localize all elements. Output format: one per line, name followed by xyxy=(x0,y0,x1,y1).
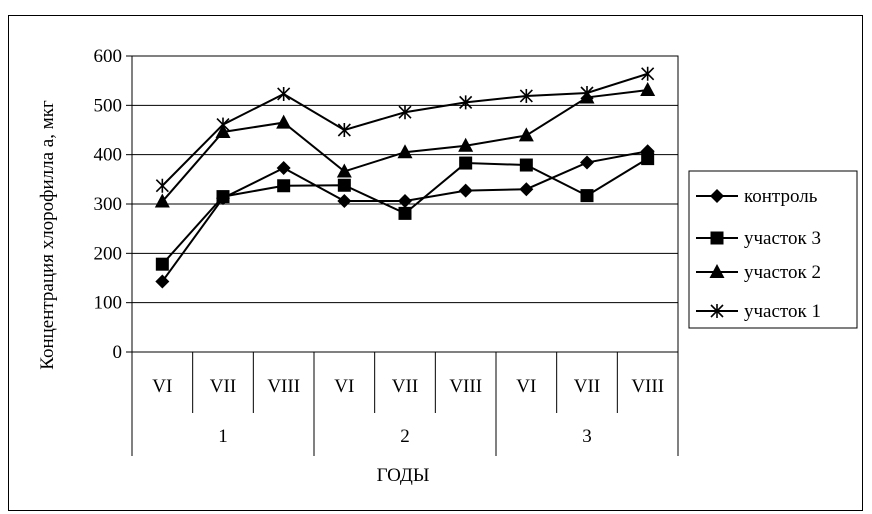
data-point xyxy=(155,257,169,271)
data-point xyxy=(154,193,170,208)
series-diamond xyxy=(155,144,655,289)
legend-label: участок 1 xyxy=(744,301,821,322)
data-point xyxy=(336,163,352,178)
legend-label: контроль xyxy=(744,186,818,207)
legend-marker xyxy=(710,189,724,203)
y-tick-label: 100 xyxy=(94,293,123,314)
y-tick-label: 200 xyxy=(94,243,123,264)
y-tick-label: 400 xyxy=(94,145,123,166)
legend-marker xyxy=(710,304,724,318)
data-point xyxy=(518,127,534,142)
data-point xyxy=(337,123,351,137)
legend-label: участок 3 xyxy=(744,228,821,249)
series-triangle xyxy=(154,82,656,208)
data-point xyxy=(580,86,594,100)
data-point xyxy=(397,144,413,159)
y-axis: 0 100 200 300 400 500 600 xyxy=(94,46,132,363)
x-category-label: VI xyxy=(334,376,354,397)
x-category-label: VII xyxy=(392,376,418,397)
data-point xyxy=(519,158,533,172)
legend-marker xyxy=(710,231,724,245)
data-point xyxy=(337,178,351,192)
data-point xyxy=(277,86,291,101)
data-point xyxy=(458,137,474,152)
y-tick-label: 300 xyxy=(94,194,123,215)
data-point xyxy=(458,183,473,198)
x-axis-label: ГОДЫ xyxy=(377,465,430,486)
data-point xyxy=(398,206,412,220)
x-category-label: VIII xyxy=(267,376,300,397)
data-point xyxy=(641,152,655,166)
legend-label: участок 2 xyxy=(744,262,821,283)
data-point xyxy=(580,155,594,170)
data-point xyxy=(459,156,473,170)
x-group-label: 2 xyxy=(400,426,410,447)
legend-marker xyxy=(709,264,725,278)
x-axis: VI VII VIII VI VII VIII VI VII VIII 1 2 3 xyxy=(131,352,679,456)
data-point xyxy=(640,82,656,97)
data-point xyxy=(641,66,655,81)
series-star xyxy=(155,66,655,193)
y-tick-label: 500 xyxy=(94,95,123,116)
data-point xyxy=(580,189,594,203)
data-point xyxy=(459,95,473,110)
data-point xyxy=(277,179,291,193)
legend: контроль участок 3 участок 2 участок 1 xyxy=(688,170,858,329)
y-tick-label: 0 xyxy=(113,342,123,363)
y-axis-label: Концентрация хлорофилла а, мкг xyxy=(37,100,58,370)
data-point xyxy=(398,194,412,209)
series-layer xyxy=(154,66,656,289)
data-point xyxy=(155,274,170,289)
data-point xyxy=(519,88,533,103)
data-point xyxy=(216,117,230,132)
x-category-label: VII xyxy=(574,376,600,397)
x-category-label: VII xyxy=(210,376,236,397)
x-category-label: VI xyxy=(516,376,536,397)
data-point xyxy=(398,105,412,120)
data-point xyxy=(337,194,352,209)
data-point xyxy=(155,178,169,193)
data-point xyxy=(519,182,534,197)
x-category-label: VIII xyxy=(631,376,664,397)
y-tick-label: 600 xyxy=(94,46,123,67)
x-category-label: VI xyxy=(152,376,172,397)
data-point xyxy=(276,160,291,175)
x-category-label: VIII xyxy=(449,376,482,397)
data-point xyxy=(276,114,292,129)
x-group-label: 1 xyxy=(218,426,228,447)
x-group-label: 3 xyxy=(582,426,592,447)
data-point xyxy=(216,190,230,204)
series-square xyxy=(155,152,655,271)
